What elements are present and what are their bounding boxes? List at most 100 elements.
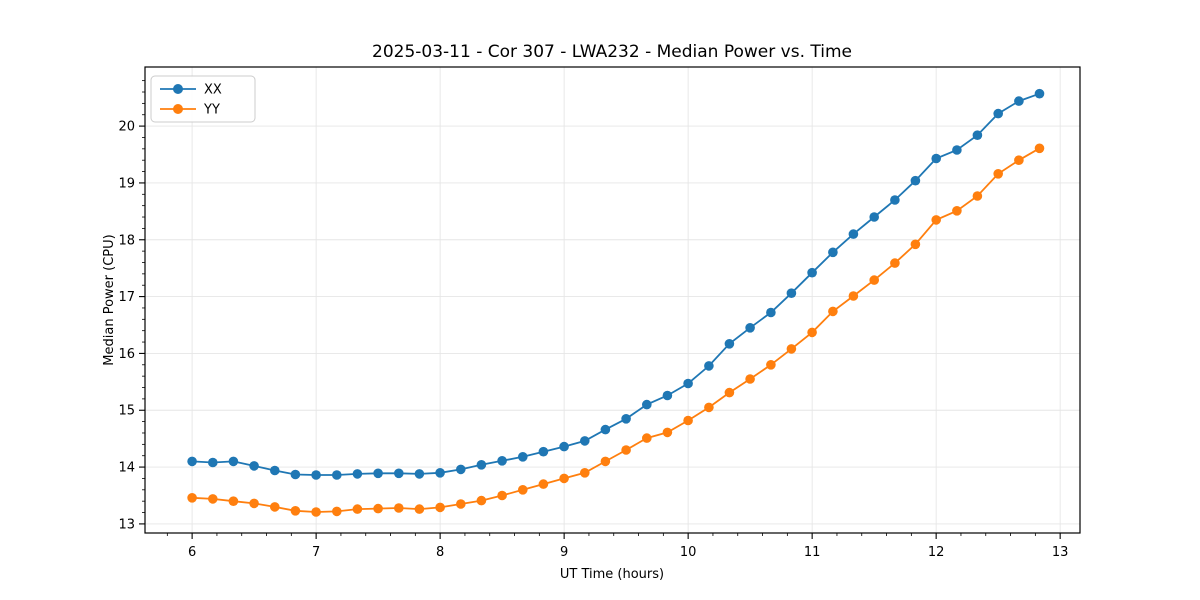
x-tick-label: 10	[680, 545, 697, 560]
data-point-xx	[187, 456, 197, 467]
data-point-xx	[931, 153, 941, 164]
data-point-xx	[786, 288, 797, 299]
data-point-xx	[559, 441, 569, 452]
data-point-xx	[311, 470, 321, 480]
data-point-yy	[786, 344, 797, 354]
data-point-xx	[290, 469, 301, 480]
data-point-xx	[518, 452, 528, 462]
data-point-yy	[848, 291, 859, 301]
y-tick-label: 18	[118, 233, 135, 248]
data-point-xx	[476, 460, 487, 470]
data-point-xx	[869, 212, 879, 222]
data-point-xx	[228, 456, 239, 467]
series-line-yy	[192, 147, 1040, 513]
data-point-yy	[1014, 155, 1024, 165]
data-point-yy	[394, 503, 404, 513]
y-tick-label: 20	[118, 120, 135, 135]
data-point-yy	[538, 479, 549, 489]
data-point-yy	[228, 496, 239, 507]
data-point-xx	[910, 175, 921, 186]
data-point-yy	[373, 503, 383, 514]
y-axis-label: Median Power (CPU)	[102, 234, 117, 365]
data-point-yy	[745, 374, 755, 384]
series-line-xx	[192, 92, 1040, 476]
data-point-yy	[270, 502, 280, 512]
x-tick-label: 7	[312, 545, 320, 560]
y-tick-label: 13	[118, 517, 135, 532]
data-point-yy	[518, 485, 528, 495]
data-point-yy	[497, 490, 507, 501]
data-point-xx	[993, 108, 1003, 119]
x-tick-label: 9	[560, 545, 568, 560]
data-point-xx	[1014, 96, 1024, 106]
y-tick-label: 14	[118, 461, 135, 476]
y-tick-label: 15	[118, 404, 135, 419]
data-point-yy	[662, 427, 673, 438]
data-point-xx	[745, 323, 755, 333]
data-point-xx	[352, 469, 363, 479]
data-point-yy	[476, 495, 487, 506]
x-tick-label: 11	[804, 545, 821, 560]
y-tick-label: 16	[118, 347, 135, 362]
data-point-xx	[414, 469, 425, 479]
data-point-yy	[869, 275, 879, 285]
data-point-xx	[848, 229, 859, 239]
data-point-xx	[332, 470, 342, 480]
data-point-yy	[704, 402, 714, 413]
data-point-xx	[270, 465, 280, 476]
x-tick-label: 13	[1052, 545, 1069, 560]
data-point-yy	[952, 206, 962, 216]
data-point-yy	[600, 456, 611, 467]
axes: 6 7 8 9 10 11 12 13 13 14 15 16 17 18 19 20	[118, 66, 1081, 560]
legend-label-yy: YY	[203, 103, 220, 118]
legend: XX YY	[150, 75, 256, 123]
data-point-yy	[828, 306, 838, 317]
data-point-xx	[766, 307, 776, 318]
data-point-yy	[580, 468, 590, 478]
data-point-xx	[373, 468, 383, 479]
legend-marker	[173, 84, 183, 94]
data-point-yy	[456, 499, 466, 509]
data-point-yy	[559, 473, 569, 484]
data-point-yy	[993, 169, 1003, 179]
y-tick-label: 19	[118, 176, 135, 191]
data-point-yy	[208, 494, 218, 504]
data-point-xx	[828, 247, 838, 258]
x-axis-label: UT Time (hours)	[560, 567, 664, 582]
data-series	[187, 88, 1045, 517]
data-point-yy	[931, 215, 941, 225]
data-point-yy	[766, 360, 776, 370]
data-point-yy	[352, 504, 363, 514]
data-point-xx	[208, 457, 218, 468]
data-point-xx	[394, 468, 404, 479]
data-point-xx	[600, 424, 611, 435]
data-point-yy	[414, 504, 425, 514]
grid-lines	[145, 67, 1080, 533]
data-point-yy	[910, 239, 921, 250]
x-tick-label: 12	[928, 545, 945, 560]
data-point-yy	[890, 258, 900, 268]
data-point-xx	[580, 436, 590, 446]
data-point-xx	[683, 378, 693, 389]
data-point-xx	[662, 390, 673, 401]
data-point-xx	[497, 456, 507, 466]
data-point-yy	[290, 506, 301, 516]
legend-marker	[173, 104, 183, 114]
legend-box	[150, 75, 256, 123]
data-point-yy	[311, 507, 321, 517]
legend-label-xx: XX	[204, 83, 222, 98]
data-point-yy	[332, 506, 342, 517]
data-point-xx	[642, 399, 652, 410]
data-point-yy	[435, 502, 445, 513]
data-point-xx	[972, 130, 983, 140]
data-point-xx	[704, 361, 714, 371]
plot-border	[144, 66, 1081, 534]
data-point-xx	[456, 464, 466, 475]
data-point-xx	[890, 195, 900, 205]
data-point-yy	[683, 415, 693, 426]
x-tick-label: 6	[188, 545, 196, 560]
data-point-yy	[187, 493, 197, 503]
data-point-xx	[621, 414, 631, 424]
